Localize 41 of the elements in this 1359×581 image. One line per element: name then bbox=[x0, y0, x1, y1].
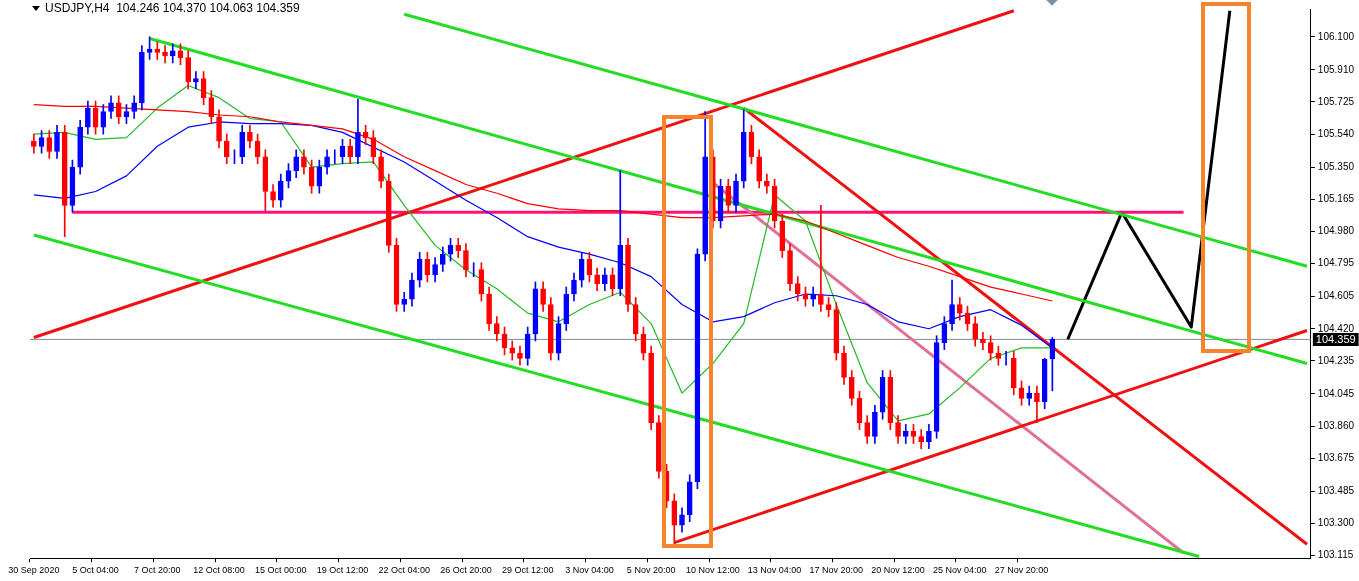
y-tick-label: 103.115 bbox=[1317, 549, 1354, 561]
y-tick-label: 104.980 bbox=[1317, 225, 1355, 237]
y-tick-label: 104.420 bbox=[1317, 322, 1355, 334]
y-tick-label: 103.300 bbox=[1317, 517, 1355, 529]
y-tick-label: 105.725 bbox=[1317, 95, 1355, 107]
candlestick bbox=[980, 331, 986, 350]
x-tick-label: 5 Nov 20:00 bbox=[626, 565, 676, 576]
x-tick-label: 30 Sep 2020 bbox=[8, 565, 60, 576]
y-tick-label: 105.165 bbox=[1317, 193, 1355, 205]
x-tick-label: 15 Oct 00:00 bbox=[255, 565, 307, 576]
x-tick-label: 5 Oct 04:00 bbox=[72, 565, 119, 576]
chart-title: USDJPY,H4 104.246 104.370 104.063 104.359 bbox=[45, 1, 300, 15]
y-tick-label: 104.605 bbox=[1317, 290, 1355, 302]
x-tick-label: 17 Nov 20:00 bbox=[809, 565, 864, 576]
x-tick-label: 3 Nov 04:00 bbox=[565, 565, 614, 576]
y-tick-label: 104.045 bbox=[1317, 387, 1355, 399]
y-tick-label: 104.795 bbox=[1317, 257, 1355, 269]
x-tick-label: 13 Nov 04:00 bbox=[747, 565, 802, 576]
x-tick-label: 26 Oct 20:00 bbox=[440, 565, 492, 576]
x-tick-label: 27 Nov 20:00 bbox=[994, 565, 1049, 576]
y-tick-label: 105.540 bbox=[1317, 127, 1355, 139]
x-tick-label: 12 Oct 08:00 bbox=[193, 565, 245, 576]
y-tick-label: 105.350 bbox=[1317, 160, 1355, 172]
y-tick-label: 103.675 bbox=[1317, 452, 1355, 464]
y-tick-label: 106.100 bbox=[1317, 30, 1355, 42]
candlestick bbox=[193, 71, 199, 90]
candlestick bbox=[162, 45, 168, 64]
y-tick-label: 104.235 bbox=[1317, 354, 1355, 366]
x-tick-label: 7 Oct 20:00 bbox=[134, 565, 181, 576]
candlestick bbox=[154, 41, 161, 60]
y-tick-label: 103.485 bbox=[1317, 485, 1355, 497]
x-tick-label: 25 Nov 04:00 bbox=[933, 565, 987, 576]
ref-line-label: 104.359 bbox=[1315, 332, 1356, 345]
x-tick-label: 20 Nov 12:00 bbox=[871, 565, 925, 576]
y-tick-label: 105.910 bbox=[1317, 63, 1355, 75]
candlestick bbox=[1034, 385, 1040, 423]
x-tick-label: 29 Oct 12:00 bbox=[501, 565, 554, 576]
x-tick-label: 22 Oct 04:00 bbox=[378, 565, 430, 576]
y-tick-label: 103.860 bbox=[1317, 419, 1355, 431]
x-tick-label: 10 Nov 12:00 bbox=[686, 565, 740, 576]
x-tick-label: 19 Oct 12:00 bbox=[316, 565, 369, 576]
